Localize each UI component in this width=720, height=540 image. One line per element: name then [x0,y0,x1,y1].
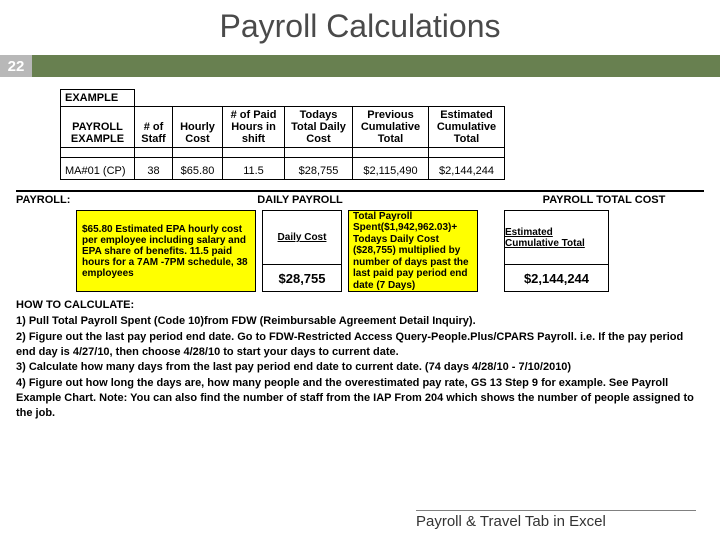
page-title: Payroll Calculations [0,0,720,55]
table-cell: $2,144,244 [429,158,505,180]
daily-cost-label: Daily Cost [262,210,342,265]
howto-step: 1) Pull Total Payroll Spent (Code 10)fro… [16,314,704,329]
page-number-bar: 22 [0,55,720,77]
table-cell: $2,115,490 [353,158,429,180]
col-header: # of Staff [135,107,173,148]
howto-step: 4) Figure out how long the days are, how… [16,376,704,421]
howto-heading: HOW TO CALCULATE: [16,298,704,313]
col-header: Hourly Cost [173,107,223,148]
table-cell: $65.80 [173,158,223,180]
how-to-calculate: HOW TO CALCULATE: 1) Pull Total Payroll … [16,298,704,421]
daily-cost-value: $28,755 [262,265,342,292]
col-header: PAYROLL EXAMPLE [61,107,135,148]
payroll-cost-section: PAYROLL: DAILY PAYROLL PAYROLL TOTAL COS… [16,190,704,292]
est-cum-label: Estimated Cumulative Total [504,210,609,265]
page-number: 22 [0,55,32,77]
example-label: EXAMPLE [61,90,135,107]
daily-payroll-header: DAILY PAYROLL [96,194,504,206]
col-header: Todays Total Daily Cost [285,107,353,148]
col-header: # of Paid Hours in shift [223,107,285,148]
est-cum-value: $2,144,244 [504,265,609,292]
table-cell: 38 [135,158,173,180]
footer-caption: Payroll & Travel Tab in Excel [416,510,696,530]
table-cell: $28,755 [285,158,353,180]
table-cell: 11.5 [223,158,285,180]
hourly-cost-note: $65.80 Estimated EPA hourly cost per emp… [76,210,256,292]
total-payroll-desc: Total Payroll Spent($1,942,962.03)+ Toda… [348,210,478,292]
payroll-label: PAYROLL: [16,194,96,206]
howto-step: 3) Calculate how many days from the last… [16,360,704,375]
col-header: Estimated Cumulative Total [429,107,505,148]
payroll-total-header: PAYROLL TOTAL COST [504,194,704,206]
payroll-example-table: EXAMPLE PAYROLL EXAMPLE # of Staff Hourl… [60,89,570,180]
col-header: Previous Cumulative Total [353,107,429,148]
howto-step: 2) Figure out the last pay period end da… [16,330,704,360]
header-bar [32,55,720,77]
table-cell: MA#01 (CP) [61,158,135,180]
